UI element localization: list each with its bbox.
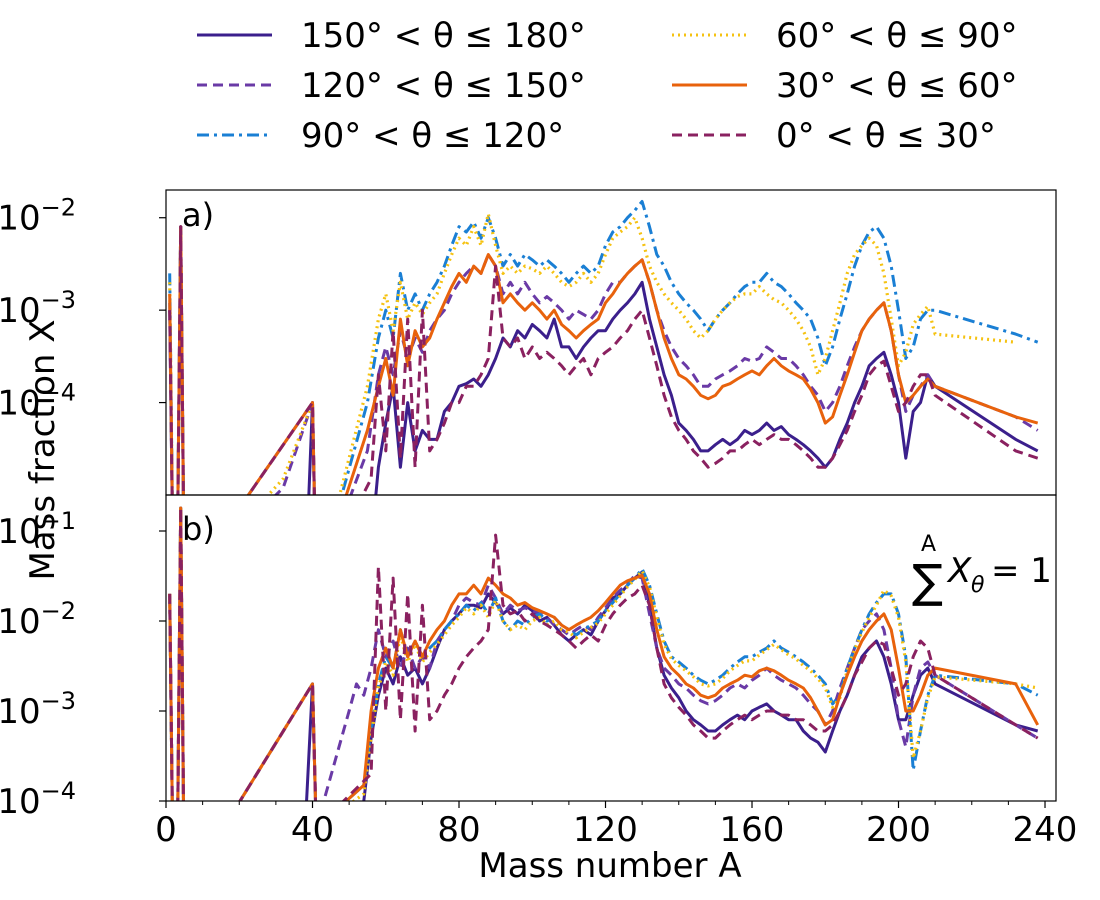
sum-subscript: θ	[971, 573, 985, 598]
legend-label-4: 60° < θ ≤ 90°	[776, 16, 1018, 56]
y-tick-label: 10−1	[0, 507, 76, 552]
sum-annotation: ∑ A X θ = 1	[912, 532, 1052, 608]
panel-b-series	[168, 506, 1040, 801]
x-tick-label: 0	[155, 810, 177, 850]
x-tick-label: 80	[437, 810, 480, 850]
panel-b: 10−1 10−2 10−3 10−4 b) ∑ A X θ = 1	[0, 494, 1057, 822]
series-line-1	[168, 225, 1039, 495]
sum-x: X	[946, 551, 972, 591]
legend-label-5: 30° < θ ≤ 60°	[776, 66, 1018, 106]
series-line-6	[168, 506, 1039, 801]
series-line-6	[168, 225, 1039, 495]
sum-rest: = 1	[991, 551, 1052, 591]
series-line-4	[168, 212, 1016, 495]
panel-a: 10−2 10−3 10−4 a)	[0, 189, 1057, 496]
sum-sigma: ∑	[912, 554, 943, 608]
legend-label-1: 150° < θ ≤ 180°	[301, 16, 586, 56]
series-line-5	[168, 225, 1039, 495]
y-axis-title: Mass fraction X	[23, 319, 63, 580]
panel-b-y-ticks: 10−1 10−2 10−3 10−4	[0, 507, 166, 822]
panel-a-series	[168, 200, 1039, 495]
y-tick-label: 10−4	[0, 777, 76, 822]
x-tick-label: 240	[1013, 810, 1078, 850]
y-tick-label: 10−4	[0, 379, 76, 424]
x-tick-label: 40	[291, 810, 334, 850]
y-tick-label: 10−2	[0, 194, 76, 239]
panel-a-label: a)	[182, 196, 214, 234]
panel-b-label: b)	[182, 510, 215, 548]
y-tick-label: 10−3	[0, 286, 76, 331]
x-tick-label: 160	[720, 810, 785, 850]
x-tick-label: 200	[866, 810, 931, 850]
legend-label-6: 0° < θ ≤ 30°	[776, 116, 996, 156]
legend-label-3: 90° < θ ≤ 120°	[301, 116, 564, 156]
sum-upper-limit: A	[921, 532, 936, 557]
y-tick-label: 10−3	[0, 687, 76, 732]
series-line-2	[168, 225, 1039, 495]
x-ticks: 0 40 80 120 160 200 240	[155, 801, 1077, 850]
legend: 150° < θ ≤ 180° 120° < θ ≤ 150° 90° < θ ≤ …	[197, 16, 1018, 156]
panel-a-y-ticks: 10−2 10−3 10−4	[0, 194, 166, 424]
x-tick-label: 120	[573, 810, 638, 850]
y-tick-label: 10−2	[0, 597, 76, 642]
legend-label-2: 120° < θ ≤ 150°	[301, 66, 586, 106]
panel-b-frame	[165, 494, 1057, 802]
series-line-3	[168, 200, 1039, 495]
x-axis-title: Mass number A	[478, 846, 741, 886]
